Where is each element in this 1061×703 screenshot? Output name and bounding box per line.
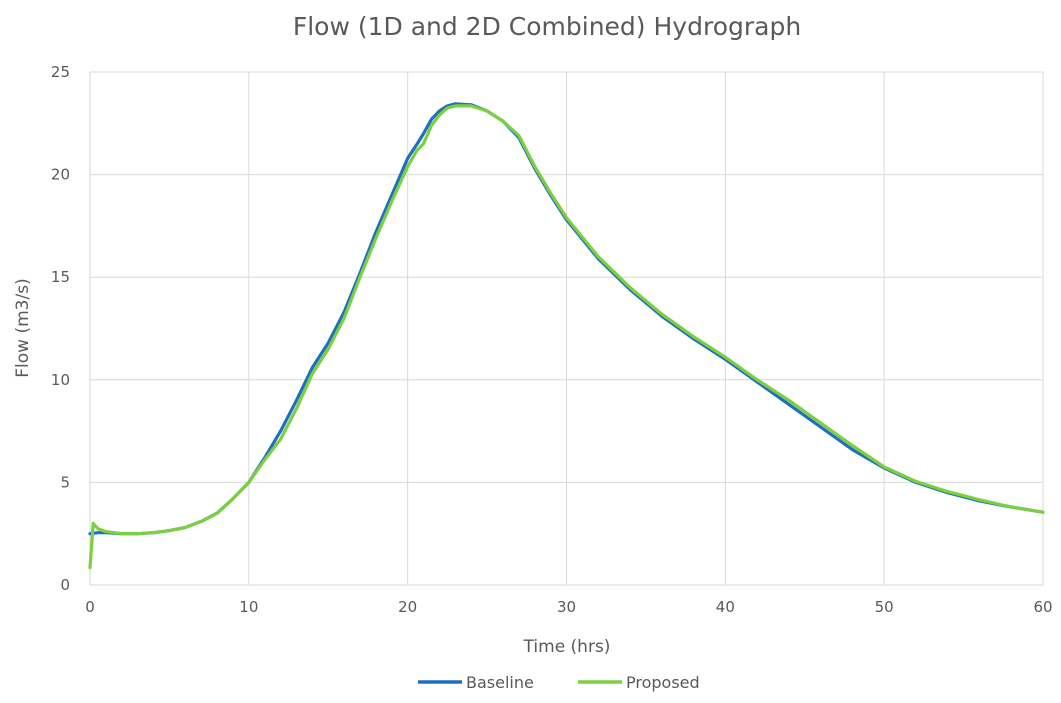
legend-label-proposed: Proposed — [626, 673, 700, 692]
y-tick-label: 10 — [51, 371, 70, 389]
y-tick-label: 15 — [51, 268, 70, 286]
y-axis-title: Flow (m3/s) — [13, 278, 33, 377]
y-tick-label: 20 — [51, 166, 70, 184]
y-tick-label: 5 — [60, 473, 70, 491]
x-tick-label: 60 — [1033, 598, 1052, 616]
y-tick-label: 25 — [51, 63, 70, 81]
x-tick-label: 20 — [398, 598, 417, 616]
series-lines — [88, 102, 1045, 570]
legend: Baseline Proposed — [418, 673, 700, 692]
x-tick-label: 10 — [239, 598, 258, 616]
axes: 0 10 20 30 40 50 60 0 5 10 15 20 25 — [51, 63, 1053, 616]
y-tick-label: 0 — [60, 576, 70, 594]
x-tick-label: 50 — [875, 598, 894, 616]
x-axis-title: Time (hrs) — [523, 637, 611, 657]
gridlines — [89, 71, 1044, 586]
series-line-proposed — [88, 104, 1045, 570]
legend-label-baseline: Baseline — [466, 673, 534, 692]
chart-title: Flow (1D and 2D Combined) Hydrograph — [293, 12, 801, 41]
x-tick-label: 40 — [716, 598, 735, 616]
x-tick-label: 0 — [85, 598, 95, 616]
x-tick-label: 30 — [557, 598, 576, 616]
